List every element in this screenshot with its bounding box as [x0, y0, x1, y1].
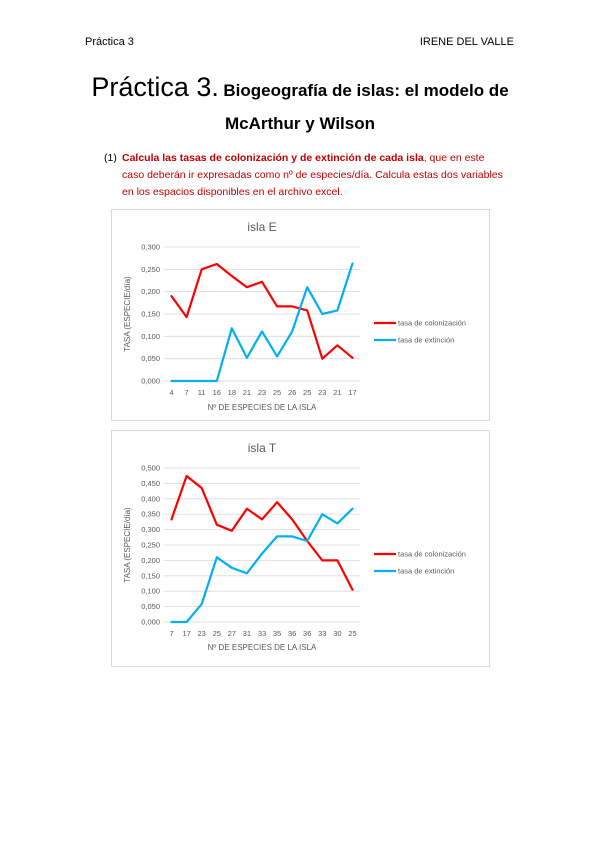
question-text: Calcula las tasas de colonización y de e… — [122, 150, 509, 201]
chart-isla-e: isla E 0,000 0,050 0,100 0,150 0,200 0,250 0,30… — [111, 209, 490, 421]
chart-isla-e-svg: isla E 0,000 0,050 0,100 0,150 0,200 0,250 0,30… — [123, 220, 466, 412]
chart-title: isla T — [248, 441, 277, 455]
page-title: Práctica 3. Biogeografía de islas: el mo… — [60, 72, 540, 139]
y-tick-label: 0,300 — [141, 243, 160, 252]
y-tick-label: 0,500 — [141, 464, 160, 473]
question-1: (1) Calcula las tasas de colonización y … — [104, 150, 509, 201]
y-axis-label: TASA (ESPECIE/día) — [123, 507, 132, 583]
x-tick-label: 16 — [213, 388, 221, 397]
x-tick-label: 7 — [169, 629, 173, 638]
chart-isla-t-svg: isla T 0,000 0,050 0,100 0,150 0,200 0,250 0,30… — [123, 441, 466, 652]
y-tick-label: 0,350 — [141, 510, 160, 519]
header-right: IRENE DEL VALLE — [419, 36, 514, 48]
header-left: Práctica 3 — [85, 36, 134, 48]
x-axis-label: Nº DE ESPECIES DE LA ISLA — [208, 643, 317, 652]
x-tick-label: 18 — [228, 388, 236, 397]
y-tick-label: 0,250 — [141, 265, 160, 274]
x-tick-label: 35 — [273, 629, 281, 638]
x-tick-label: 25 — [273, 388, 281, 397]
legend-label-colonization: tasa de colonización — [398, 550, 466, 559]
y-tick-label: 0,000 — [141, 618, 160, 627]
x-tick-label: 27 — [228, 629, 236, 638]
y-tick-label: 0,100 — [141, 587, 160, 596]
x-tick-label: 31 — [243, 629, 251, 638]
legend-label-extinction: tasa de extinción — [398, 336, 454, 345]
question-bold-text: Calcula las tasas de colonización y de e… — [122, 152, 424, 164]
y-tick-label: 0,050 — [141, 354, 160, 363]
x-tick-label: 25 — [303, 388, 311, 397]
x-tick-label: 36 — [303, 629, 311, 638]
legend-label-extinction: tasa de extinción — [398, 567, 454, 576]
y-tick-label: 0,300 — [141, 525, 160, 534]
series-line-colonization — [170, 474, 354, 591]
x-tick-label: 21 — [333, 388, 341, 397]
y-tick-label: 0,100 — [141, 332, 160, 341]
x-tick-label: 17 — [348, 388, 356, 397]
x-tick-label: 25 — [348, 629, 356, 638]
y-tick-label: 0,250 — [141, 541, 160, 550]
legend-label-colonization: tasa de colonización — [398, 319, 466, 328]
x-axis-label: Nº DE ESPECIES DE LA ISLA — [208, 403, 317, 412]
x-tick-label: 23 — [198, 629, 206, 638]
x-tick-label: 21 — [243, 388, 251, 397]
x-tick-label: 26 — [288, 388, 296, 397]
x-tick-label: 4 — [169, 388, 173, 397]
x-tick-label: 30 — [333, 629, 341, 638]
x-tick-label: 25 — [213, 629, 221, 638]
y-tick-label: 0,000 — [141, 377, 160, 386]
title-subject-line2: McArthur y Wilson — [224, 114, 376, 133]
y-tick-label: 0,150 — [141, 571, 160, 580]
series-line-extinction — [170, 507, 354, 624]
chart-isla-t: isla T 0,000 0,050 0,100 0,150 0,200 0,250 0,30… — [111, 430, 490, 667]
question-number: (1) — [104, 152, 117, 164]
y-tick-label: 0,050 — [141, 602, 160, 611]
x-tick-label: 36 — [288, 629, 296, 638]
x-tick-label: 23 — [318, 388, 326, 397]
y-tick-label: 0,200 — [141, 287, 160, 296]
series-line-colonization — [170, 262, 354, 360]
y-axis-label: TASA (ESPECIE/día) — [123, 276, 132, 352]
title-subject-line1: Biogeografía de islas: el modelo de — [223, 81, 509, 100]
x-tick-label: 33 — [258, 629, 266, 638]
question-rest-text: , que en este caso deberán ir expresadas… — [122, 152, 503, 198]
y-tick-label: 0,150 — [141, 310, 160, 319]
y-tick-label: 0,200 — [141, 556, 160, 565]
x-tick-label: 7 — [185, 388, 189, 397]
x-tick-label: 17 — [182, 629, 190, 638]
y-tick-label: 0,400 — [141, 494, 160, 503]
y-tick-label: 0,450 — [141, 479, 160, 488]
x-tick-label: 11 — [198, 388, 206, 397]
chart-title: isla E — [247, 220, 276, 234]
x-tick-label: 33 — [318, 629, 326, 638]
x-tick-label: 23 — [258, 388, 266, 397]
title-practica: Práctica 3. — [91, 72, 219, 102]
